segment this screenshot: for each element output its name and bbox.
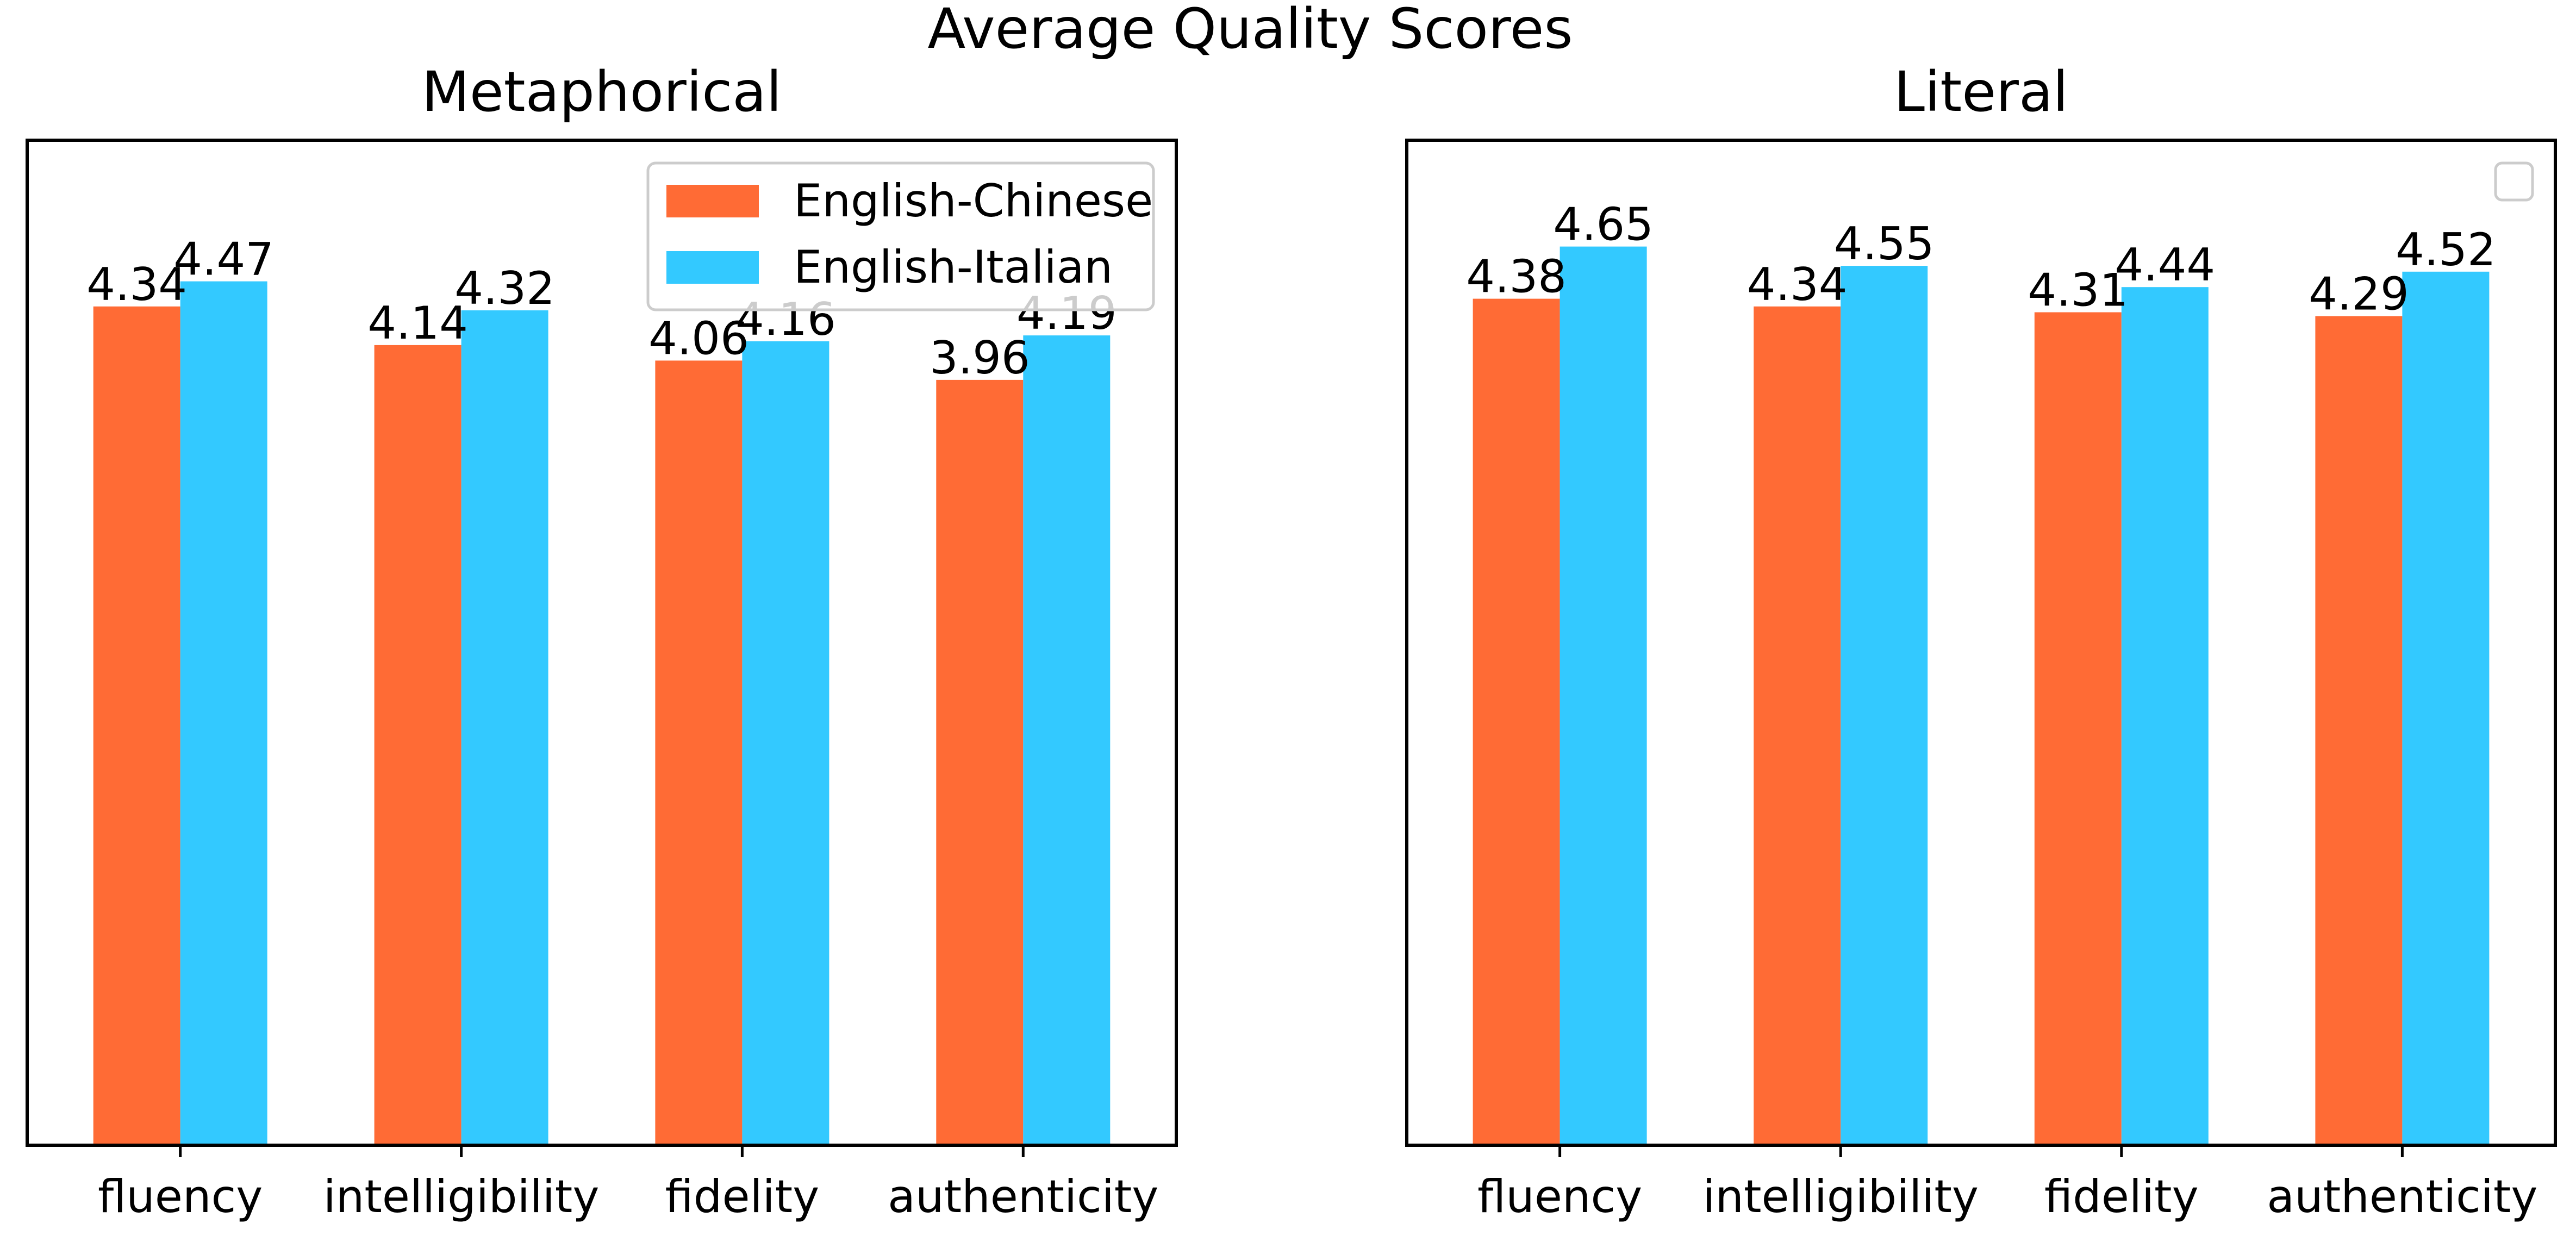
- bar-authenticity-series-2: [2402, 271, 2490, 1145]
- bar-value-label: 4.06: [648, 312, 749, 365]
- bar-value-label: 4.31: [2028, 264, 2128, 317]
- axes-frame: [1405, 139, 2557, 1147]
- bar-value-label: 4.14: [367, 297, 468, 349]
- bar-intelligibility-series-1: [1754, 306, 1841, 1145]
- x-tick-label: intelligibility: [1702, 1170, 1979, 1223]
- legend-box-empty: [2494, 161, 2534, 202]
- axes-frame: [26, 139, 1178, 1147]
- legend-swatch: [666, 251, 759, 284]
- x-tick-label: fluency: [98, 1170, 263, 1223]
- bar-intelligibility-series-1: [374, 345, 461, 1145]
- bar-value-label: 4.44: [2115, 239, 2215, 291]
- panels-group: 4.344.14 4.06 3.964.474.324.16 4.19Metaphor…: [26, 60, 2557, 1223]
- bar-intelligibility-series-2: [461, 310, 548, 1145]
- bar-authenticity-series-2: [1023, 335, 1111, 1145]
- bar-value-label: 4.32: [454, 262, 555, 315]
- x-tick-label: intelligibility: [323, 1170, 600, 1223]
- x-tick-label: authenticity: [888, 1170, 1158, 1223]
- bar-value-label: 4.38: [1466, 251, 1567, 303]
- bar-fidelity-series-1: [655, 360, 743, 1145]
- x-tick-label: authenticity: [2267, 1170, 2537, 1223]
- chart-title: Metaphorical: [422, 60, 782, 124]
- chart-panel-2: 4.38 4.34 4.31 4.29 4.65 4.55 4.44 4.52 Literal f…: [1405, 60, 2557, 1223]
- legend-label: English-Italian: [794, 241, 1113, 294]
- bar-fluency-series-1: [1473, 298, 1560, 1145]
- bar-value-label: 4.29: [2309, 268, 2409, 321]
- x-tick-label: fidelity: [2044, 1170, 2199, 1223]
- bar-value-label: 4.55: [1834, 217, 1935, 270]
- bar-value-label: 4.65: [1553, 198, 1654, 251]
- legend-box: [646, 161, 1155, 311]
- x-tick-label: fidelity: [665, 1170, 819, 1223]
- bar-authenticity-series-1: [936, 379, 1024, 1145]
- bar-fluency-series-2: [180, 281, 267, 1145]
- bar-intelligibility-series-2: [1841, 266, 1928, 1146]
- bar-fidelity-series-1: [2034, 312, 2122, 1145]
- bar-value-label: 4.52: [2396, 223, 2496, 276]
- legend-swatch: [666, 185, 759, 217]
- figure-suptitle: Average Quality Scores: [928, 0, 1573, 61]
- bar-value-label: 4.47: [173, 233, 274, 286]
- chart-title: Literal: [1894, 60, 2068, 124]
- bar-fluency-series-1: [93, 306, 180, 1145]
- legend-label: English-Chinese: [794, 174, 1153, 227]
- bar-value-label: 4.34: [1747, 258, 1848, 311]
- bar-value-label: 3.96: [930, 332, 1030, 384]
- chart-panel-1: 4.344.14 4.06 3.964.474.324.16 4.19Metaphor…: [26, 60, 1178, 1223]
- bar-value-label: 4.34: [86, 258, 187, 311]
- bar-fidelity-series-2: [2121, 287, 2209, 1146]
- bar-fluency-series-2: [1560, 246, 1647, 1146]
- x-tick-label: fluency: [1477, 1170, 1642, 1223]
- bar-fidelity-series-2: [742, 341, 829, 1145]
- bar-authenticity-series-1: [2315, 316, 2403, 1145]
